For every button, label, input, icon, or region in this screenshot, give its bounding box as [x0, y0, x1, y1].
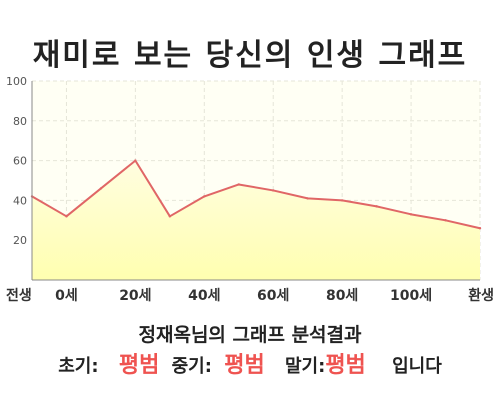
- x-tick-label: 40세: [188, 288, 220, 304]
- analysis-title: 정재옥님의 그래프 분석결과: [138, 324, 362, 346]
- early-value: 평범: [118, 353, 160, 378]
- series-line: [31, 159, 481, 230]
- data-point: [444, 219, 447, 222]
- late-label: 말기:: [284, 356, 326, 377]
- data-point: [65, 215, 68, 218]
- y-tick-label: 60: [13, 155, 27, 168]
- x-tick-label: 환생: [468, 287, 494, 304]
- late-value: 평범: [325, 353, 366, 378]
- x-tick-label: 60세: [257, 288, 289, 304]
- data-point: [272, 189, 275, 192]
- data-point: [237, 183, 240, 186]
- y-tick-label: 100: [6, 75, 27, 88]
- data-point: [340, 199, 344, 202]
- chart-title: 재미로 보는 당신의 인생 그래프: [32, 38, 468, 73]
- mid-label: 중기:: [171, 356, 212, 377]
- y-tick-label: 80: [13, 115, 27, 128]
- x-tick-label: 전생: [6, 287, 32, 304]
- data-point: [99, 187, 103, 190]
- x-tick-label: 100세: [390, 288, 432, 304]
- analysis-summary: 초기: 평범 중기: 평범 말기:평범 입니다: [0, 347, 500, 379]
- y-tick-label: 40: [13, 194, 27, 207]
- data-point: [478, 227, 482, 230]
- x-tick-label: 80세: [326, 288, 358, 304]
- y-tick-label: 20: [13, 234, 27, 247]
- early-label: 초기:: [58, 356, 99, 377]
- data-point: [409, 213, 413, 216]
- mid-value: 평범: [224, 353, 265, 378]
- data-point: [168, 215, 172, 218]
- x-tick-label: 0세: [55, 288, 78, 304]
- area-fill: [32, 160, 480, 280]
- life-graph-chart: 20 40 60 80 100 전생 0세 20세 40세 60세 80세 100세 환생: [6, 75, 494, 304]
- data-point: [375, 205, 378, 208]
- x-tick-label: 20세: [119, 288, 151, 304]
- data-point: [134, 159, 137, 162]
- result-suffix: 입니다: [392, 356, 442, 377]
- data-point: [306, 197, 309, 200]
- data-point: [203, 195, 206, 198]
